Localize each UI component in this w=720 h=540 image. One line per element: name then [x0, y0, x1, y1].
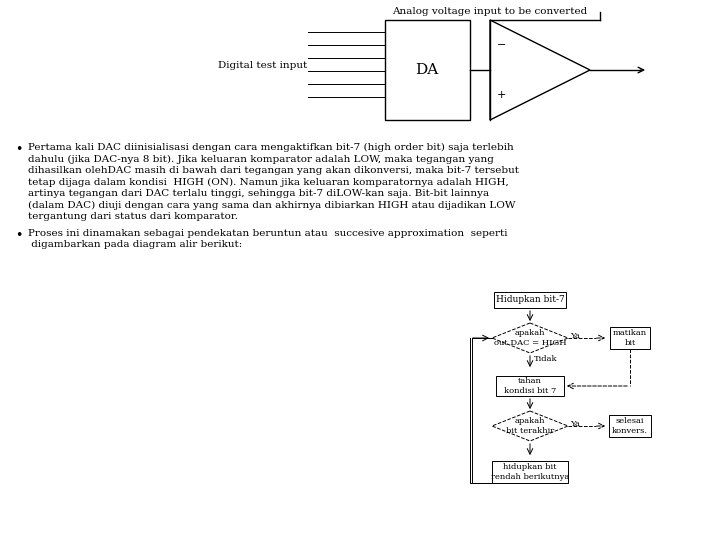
- Text: tergantung dari status dari komparator.: tergantung dari status dari komparator.: [28, 212, 238, 221]
- Polygon shape: [385, 20, 470, 120]
- Text: −: −: [497, 40, 506, 50]
- Text: Ya: Ya: [570, 332, 580, 340]
- Polygon shape: [492, 411, 568, 441]
- Text: •: •: [15, 228, 22, 241]
- Text: dihasilkan olehDAC masih di bawah dari tegangan yang akan dikonversi, maka bit-7: dihasilkan olehDAC masih di bawah dari t…: [28, 166, 519, 175]
- Text: selesai
konvers.: selesai konvers.: [612, 417, 648, 435]
- Text: Analog voltage input to be converted: Analog voltage input to be converted: [392, 8, 588, 17]
- Text: (dalam DAC) diuji dengan cara yang sama dan akhirnya dibiarkan HIGH atau dijadik: (dalam DAC) diuji dengan cara yang sama …: [28, 200, 516, 210]
- FancyBboxPatch shape: [609, 415, 651, 437]
- Text: digambarkan pada diagram alir berikut:: digambarkan pada diagram alir berikut:: [28, 240, 242, 249]
- Text: apakah
out DAC = HIGH: apakah out DAC = HIGH: [494, 329, 567, 347]
- Text: +: +: [497, 90, 506, 100]
- Text: matikan
bit: matikan bit: [613, 329, 647, 347]
- Text: Ya: Ya: [570, 420, 580, 428]
- FancyBboxPatch shape: [610, 327, 650, 349]
- Text: Digital test input: Digital test input: [217, 60, 307, 70]
- Text: Pertama kali DAC diinisialisasi dengan cara mengaktifkan bit-7 (high order bit) : Pertama kali DAC diinisialisasi dengan c…: [28, 143, 514, 152]
- Text: tetap dijaga dalam kondisi  HIGH (ON). Namun jika keluaran komparatornya adalah : tetap dijaga dalam kondisi HIGH (ON). Na…: [28, 178, 509, 187]
- FancyBboxPatch shape: [496, 376, 564, 396]
- Text: tahan
kondisi bit 7: tahan kondisi bit 7: [504, 377, 556, 395]
- FancyBboxPatch shape: [492, 461, 568, 483]
- Text: •: •: [15, 143, 22, 156]
- Text: Hidupkan bit-7: Hidupkan bit-7: [495, 295, 564, 305]
- Text: Tidak: Tidak: [534, 355, 557, 363]
- Text: hidupkan bit
rendah berikutnya: hidupkan bit rendah berikutnya: [491, 463, 569, 481]
- Polygon shape: [492, 323, 568, 353]
- Text: apakah
bit terakhir: apakah bit terakhir: [506, 417, 554, 435]
- Text: Proses ini dinamakan sebagai pendekatan beruntun atau  succesive approximation  : Proses ini dinamakan sebagai pendekatan …: [28, 228, 508, 238]
- Text: artinya tegangan dari DAC terlalu tinggi, sehingga bit-7 diLOW-kan saja. Bit-bit: artinya tegangan dari DAC terlalu tinggi…: [28, 189, 489, 198]
- Text: DA: DA: [415, 63, 438, 77]
- FancyBboxPatch shape: [494, 292, 566, 308]
- Text: dahulu (jika DAC-nya 8 bit). Jika keluaran komparator adalah LOW, maka tegangan : dahulu (jika DAC-nya 8 bit). Jika keluar…: [28, 154, 494, 164]
- Polygon shape: [490, 20, 590, 120]
